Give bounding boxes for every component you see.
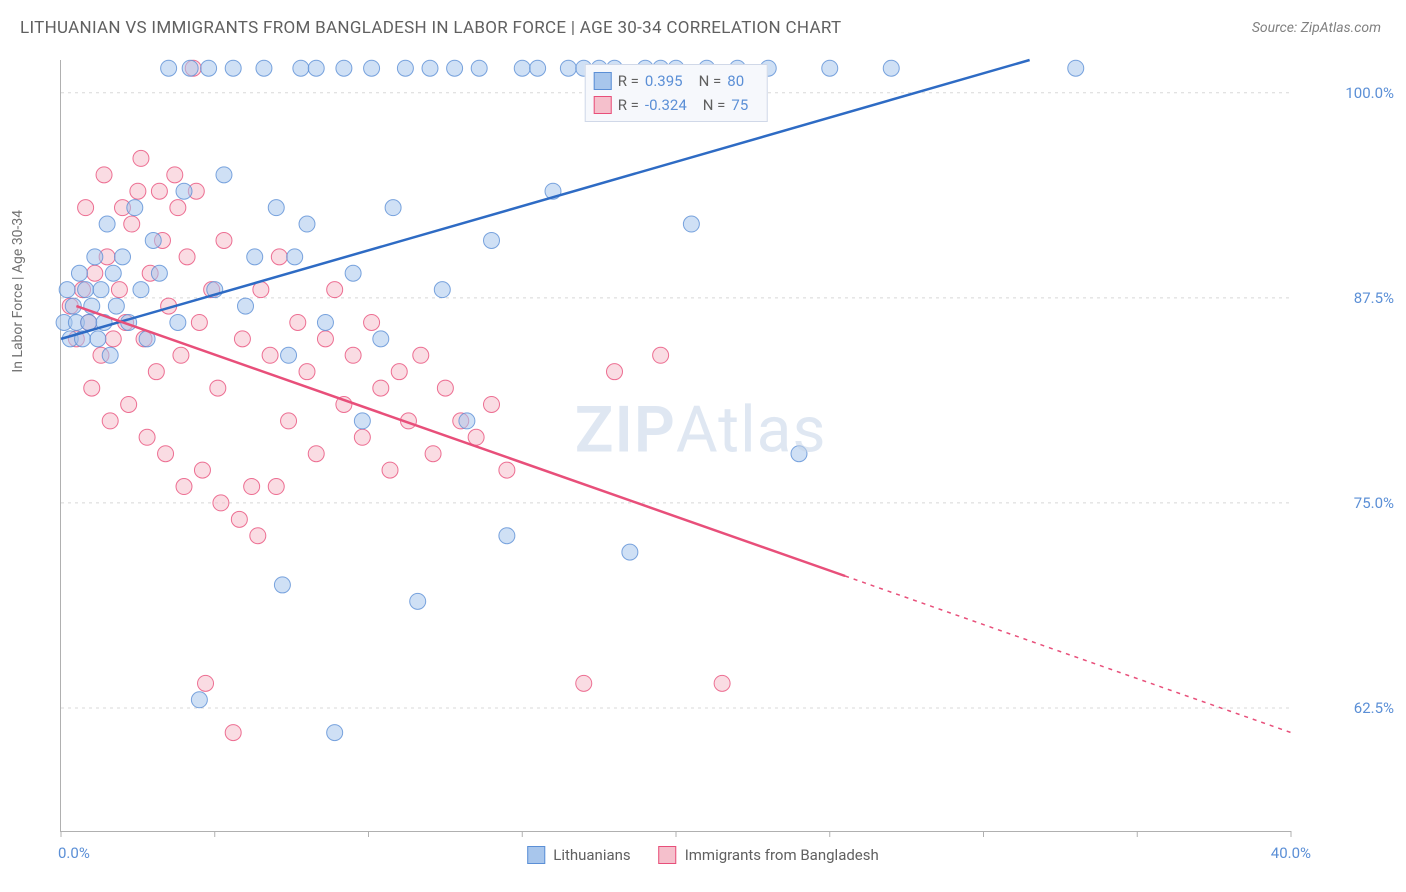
plot-area: ZIPAtlas R = 0.395 N = 80 R = -0.324 N =…: [60, 60, 1291, 832]
x-axis-min-label: 0.0%: [58, 844, 90, 862]
legend-stats-row-1: R = 0.395 N = 80: [594, 69, 759, 93]
legend-stats: R = 0.395 N = 80 R = -0.324 N = 75: [585, 64, 768, 122]
legend-item-1: Lithuanians: [527, 846, 630, 864]
legend-item-2: Immigrants from Bangladesh: [659, 846, 879, 864]
chart-container: LITHUANIAN VS IMMIGRANTS FROM BANGLADESH…: [0, 0, 1406, 892]
swatch-pink-icon: [659, 846, 677, 864]
n-label-1: N =: [699, 69, 722, 93]
plot-svg: [61, 60, 1291, 831]
y-tick-label: 75.0%: [1354, 494, 1394, 512]
r-label-1: R =: [618, 69, 639, 93]
legend-stats-row-2: R = -0.324 N = 75: [594, 93, 759, 117]
y-axis-label: In Labor Force | Age 30-34: [10, 210, 26, 373]
swatch-pink-icon: [594, 96, 612, 114]
r-value-2: -0.324: [645, 93, 687, 117]
legend-label-1: Lithuanians: [553, 846, 630, 864]
legend-label-2: Immigrants from Bangladesh: [685, 846, 879, 864]
n-value-1: 80: [727, 69, 744, 93]
legend-bottom: Lithuanians Immigrants from Bangladesh: [527, 846, 879, 864]
swatch-blue-icon: [527, 846, 545, 864]
x-axis-max-label: 40.0%: [1271, 844, 1311, 862]
y-tick-label: 87.5%: [1354, 289, 1394, 307]
chart-title: LITHUANIAN VS IMMIGRANTS FROM BANGLADESH…: [20, 18, 841, 38]
r-label-2: R =: [618, 93, 639, 117]
n-label-2: N =: [703, 93, 726, 117]
r-value-1: 0.395: [645, 69, 683, 93]
n-value-2: 75: [731, 93, 748, 117]
swatch-blue-icon: [594, 72, 612, 90]
y-tick-label: 62.5%: [1354, 699, 1394, 717]
y-tick-label: 100.0%: [1345, 84, 1394, 102]
source-attribution: Source: ZipAtlas.com: [1252, 20, 1381, 36]
